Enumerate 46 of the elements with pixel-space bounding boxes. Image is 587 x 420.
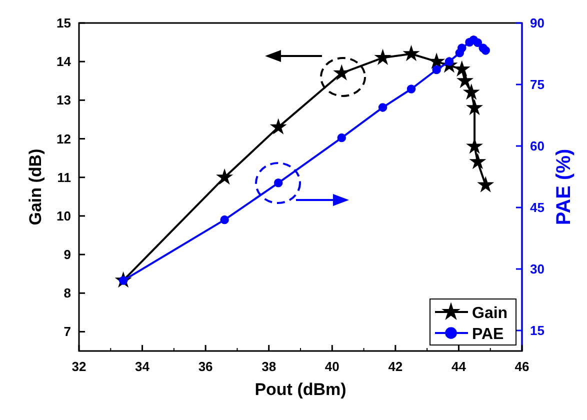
- y-tick-label: 13: [56, 92, 71, 108]
- y2-tick-label: 15: [530, 323, 544, 338]
- y-tick-label: 12: [56, 131, 71, 146]
- point: [220, 215, 229, 224]
- point: [337, 133, 346, 142]
- point: [402, 44, 420, 62]
- y-tick-label: 11: [57, 170, 71, 185]
- y2-tick-label: 30: [530, 262, 544, 276]
- x-tick-label: 46: [514, 359, 530, 374]
- point: [428, 52, 446, 69]
- y-tick-label: 15: [56, 16, 71, 30]
- x-tick-label: 32: [72, 359, 86, 374]
- x-axis-title: Pout (dBm): [254, 380, 346, 399]
- y2-tick-label: 90: [530, 16, 544, 30]
- point: [473, 38, 482, 48]
- y-tick-label: 7: [64, 324, 71, 340]
- y2-tick-label: 60: [530, 138, 544, 154]
- x-tick-label: 44: [451, 359, 467, 374]
- x-tick-label: 34: [135, 359, 150, 374]
- y2-tick-label: 75: [530, 77, 544, 92]
- point: [270, 118, 287, 134]
- x-tick-label: 38: [262, 359, 276, 374]
- y2-tick-label: 45: [530, 200, 544, 215]
- x-tick-label: 40: [324, 359, 340, 374]
- legend-label: PAE: [472, 326, 504, 343]
- point: [374, 48, 392, 65]
- point: [481, 46, 490, 55]
- point: [406, 84, 416, 94]
- point: [477, 176, 494, 192]
- point: [458, 44, 466, 52]
- legend-label: Gain: [472, 305, 508, 322]
- y-tick-label: 8: [64, 286, 71, 301]
- point: [216, 168, 234, 185]
- y-tick-label: 14: [56, 54, 72, 70]
- y-tick-label: 9: [64, 247, 71, 262]
- point: [469, 152, 486, 170]
- y2-axis-title: PAE (%): [553, 148, 575, 226]
- y-tick-label: 10: [56, 208, 71, 224]
- x-tick-label: 42: [388, 359, 403, 374]
- point: [462, 84, 480, 100]
- y-axis-title: Gain (dB): [26, 148, 45, 226]
- point: [378, 103, 388, 112]
- point: [466, 138, 484, 154]
- x-tick-label: 36: [198, 359, 213, 374]
- point: [432, 65, 441, 74]
- point: [466, 98, 484, 116]
